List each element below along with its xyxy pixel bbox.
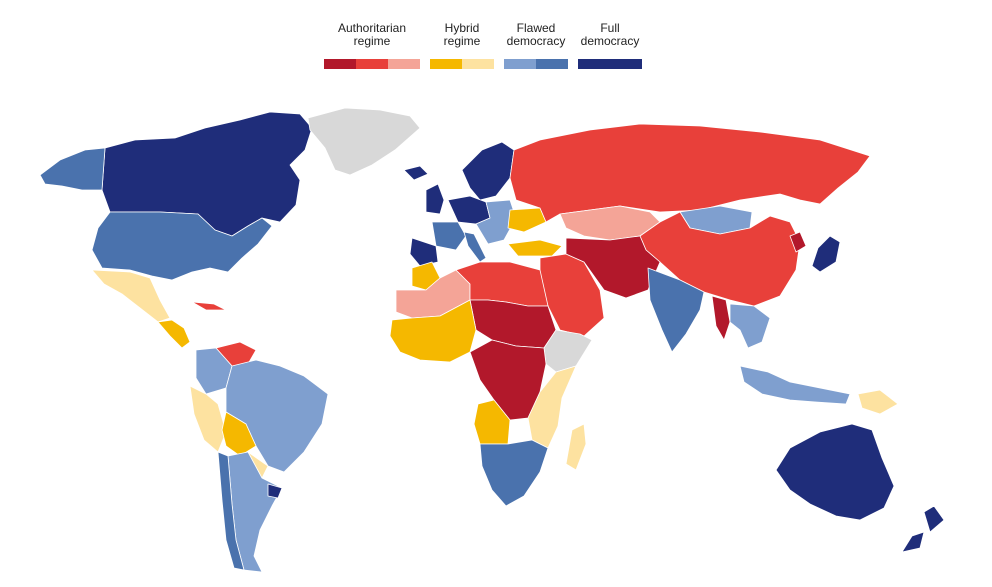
legend-swatches [324, 59, 420, 69]
country-north-africa[interactable] [455, 261, 549, 307]
country-australia[interactable] [775, 423, 895, 521]
country-mexico[interactable] [91, 269, 171, 323]
country-china[interactable] [639, 211, 801, 307]
country-peru[interactable] [189, 385, 227, 453]
legend-authoritarian-regime: Authoritarian regime [324, 22, 420, 72]
country-greenland[interactable] [307, 107, 421, 176]
country-myanmar[interactable] [711, 295, 731, 341]
legend-swatch [536, 59, 568, 69]
legend-hybrid-regime: Hybrid regime [430, 22, 494, 72]
country-scandinavia[interactable] [461, 141, 515, 201]
legend-swatches [504, 59, 568, 69]
legend-label: Flawed democracy [506, 21, 566, 48]
country-east-africa[interactable] [527, 365, 577, 449]
legend: Authoritarian regime Hybrid regime Flawe… [318, 22, 648, 72]
legend-swatch [578, 59, 642, 69]
country-iran-central-asia[interactable] [565, 235, 661, 299]
country-iberia[interactable] [409, 237, 439, 267]
legend-label: Authoritarian regime [337, 21, 407, 48]
legend-flawed-democracy: Flawed democracy [504, 22, 568, 72]
country-eastern-europe[interactable] [475, 199, 517, 245]
country-north-korea[interactable] [789, 231, 807, 253]
country-usa[interactable] [91, 211, 273, 281]
country-western-europe[interactable] [447, 195, 491, 225]
legend-swatch [504, 59, 536, 69]
country-chile[interactable] [217, 451, 245, 571]
country-turkey[interactable] [507, 239, 563, 257]
country-india[interactable] [647, 267, 705, 353]
legend-label: Hybrid regime [443, 21, 481, 48]
world-map [39, 107, 945, 573]
legend-swatch [430, 59, 462, 69]
legend-label: Full democracy [580, 21, 640, 48]
country-france[interactable] [431, 221, 467, 251]
country-alaska[interactable] [39, 147, 106, 191]
legend-full-democracy: Full democracy [578, 22, 642, 72]
country-madagascar[interactable] [565, 423, 587, 471]
country-italy[interactable] [463, 231, 487, 263]
country-uk[interactable] [425, 183, 445, 215]
country-southeast-asia[interactable] [729, 303, 771, 349]
country-southern-africa[interactable] [479, 439, 549, 507]
country-ukraine[interactable] [507, 207, 547, 233]
country-cuba[interactable] [191, 301, 227, 311]
country-sahel[interactable] [469, 299, 557, 349]
country-png[interactable] [857, 389, 899, 415]
country-indonesia[interactable] [739, 365, 851, 405]
legend-swatch [324, 59, 356, 69]
country-russia[interactable] [509, 123, 871, 223]
legend-swatches [430, 59, 494, 69]
legend-swatches [578, 59, 642, 69]
country-new-zealand[interactable] [901, 505, 945, 553]
country-central-america[interactable] [157, 319, 191, 349]
country-uruguay[interactable] [267, 483, 283, 499]
country-horn-africa[interactable] [543, 329, 593, 373]
country-japan[interactable] [811, 235, 841, 273]
legend-swatch [356, 59, 388, 69]
legend-swatch [462, 59, 494, 69]
legend-swatch [388, 59, 420, 69]
country-iceland[interactable] [403, 165, 429, 181]
